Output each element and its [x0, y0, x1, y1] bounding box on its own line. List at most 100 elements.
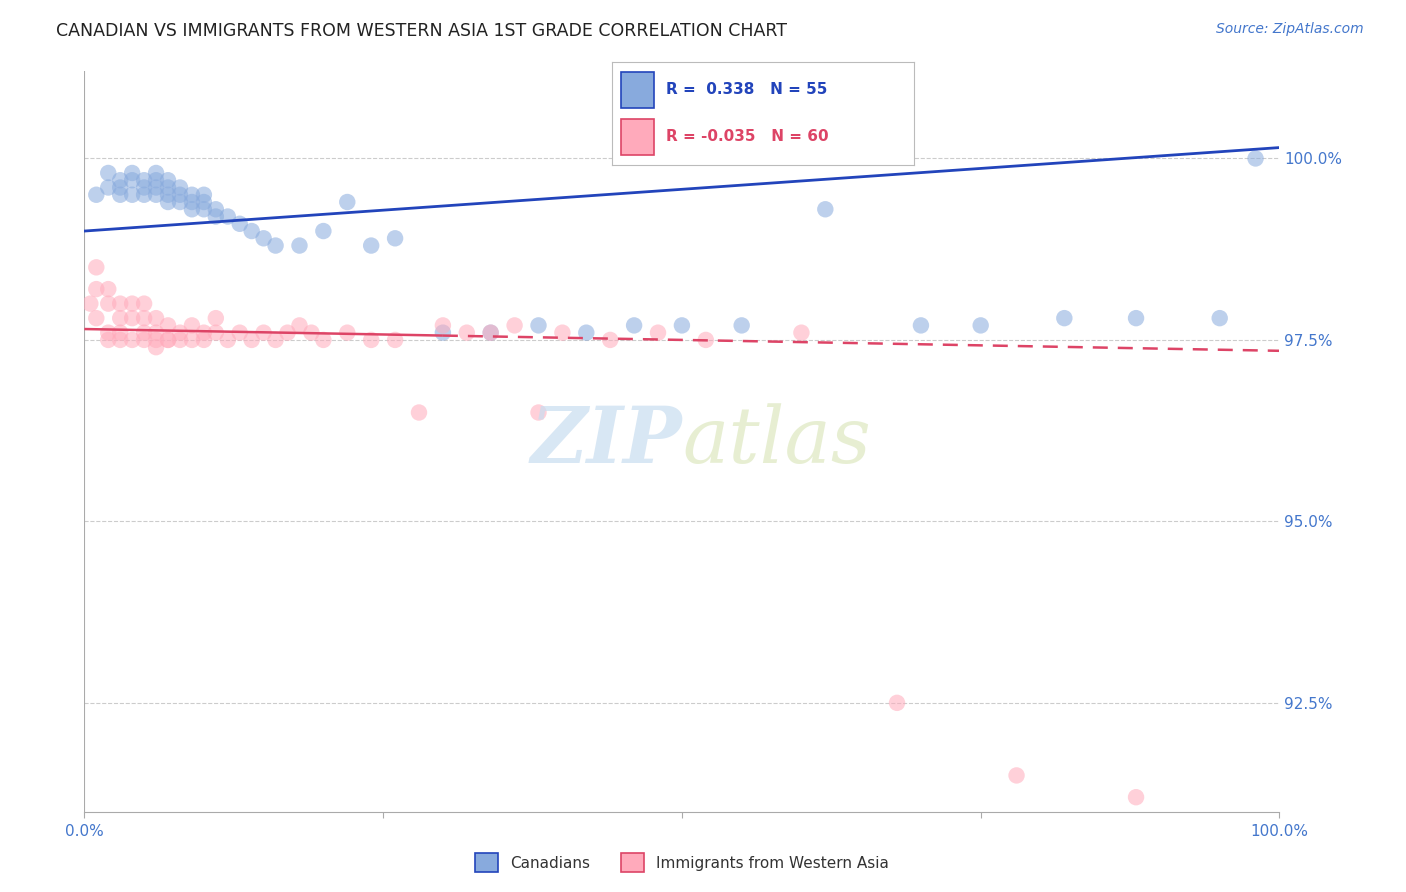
Point [503, 318, 526, 333]
Point [157, 333, 180, 347]
Point [360, 238, 382, 252]
Point [575, 326, 598, 340]
Point [205, 311, 228, 326]
Point [181, 187, 204, 202]
Point [121, 166, 143, 180]
Point [886, 696, 908, 710]
Point [145, 340, 167, 354]
Point [336, 194, 359, 209]
Text: R =  0.338   N = 55: R = 0.338 N = 55 [666, 81, 827, 96]
Point [456, 326, 478, 340]
Point [277, 326, 299, 340]
Point [205, 326, 228, 340]
Text: R = -0.035   N = 60: R = -0.035 N = 60 [666, 128, 828, 144]
Point [132, 296, 156, 310]
Point [132, 311, 156, 326]
Point [110, 173, 132, 187]
Point [217, 333, 239, 347]
Point [97, 166, 120, 180]
Point [229, 217, 252, 231]
Point [181, 318, 204, 333]
Point [432, 318, 454, 333]
Point [86, 187, 108, 202]
Point [479, 326, 502, 340]
Point [157, 318, 180, 333]
Point [169, 180, 191, 194]
Point [110, 311, 132, 326]
Point [527, 318, 550, 333]
Point [157, 333, 180, 347]
Point [121, 173, 143, 187]
Point [479, 326, 502, 340]
Point [288, 238, 311, 252]
Point [110, 333, 132, 347]
Point [121, 333, 143, 347]
Point [181, 202, 204, 217]
Point [97, 333, 120, 347]
Point [264, 333, 287, 347]
Point [731, 318, 754, 333]
Point [169, 194, 191, 209]
Point [623, 318, 645, 333]
Text: Source: ZipAtlas.com: Source: ZipAtlas.com [1216, 22, 1364, 37]
Point [181, 194, 204, 209]
Point [79, 296, 101, 310]
Point [157, 187, 180, 202]
Point [145, 180, 167, 194]
Point [1125, 790, 1147, 805]
Point [157, 194, 180, 209]
Point [132, 173, 156, 187]
Point [145, 166, 167, 180]
Point [253, 326, 276, 340]
Point [193, 187, 215, 202]
Point [205, 202, 228, 217]
Point [145, 173, 167, 187]
Point [551, 326, 574, 340]
Point [527, 405, 550, 419]
Point [205, 210, 228, 224]
Point [910, 318, 932, 333]
Point [145, 326, 167, 340]
Point [193, 326, 215, 340]
Point [1209, 311, 1232, 326]
Point [97, 282, 120, 296]
Text: atlas: atlas [682, 403, 870, 480]
Point [145, 333, 167, 347]
Point [169, 326, 191, 340]
Point [432, 326, 454, 340]
Point [647, 326, 669, 340]
Point [121, 296, 143, 310]
Point [217, 210, 239, 224]
Point [169, 187, 191, 202]
Point [301, 326, 323, 340]
Point [671, 318, 693, 333]
Point [384, 231, 406, 245]
Point [695, 333, 717, 347]
Point [336, 326, 359, 340]
Point [790, 326, 813, 340]
Point [312, 224, 335, 238]
Point [1244, 152, 1267, 166]
Point [288, 318, 311, 333]
Point [384, 333, 406, 347]
Point [110, 187, 132, 202]
Point [121, 311, 143, 326]
Point [408, 405, 430, 419]
Point [121, 187, 143, 202]
Point [132, 187, 156, 202]
Point [253, 231, 276, 245]
Point [157, 173, 180, 187]
Point [181, 333, 204, 347]
Point [97, 180, 120, 194]
Point [132, 333, 156, 347]
Point [132, 180, 156, 194]
Point [145, 311, 167, 326]
Point [1053, 311, 1076, 326]
Point [229, 326, 252, 340]
Point [86, 282, 108, 296]
Point [193, 194, 215, 209]
Point [110, 180, 132, 194]
Text: CANADIAN VS IMMIGRANTS FROM WESTERN ASIA 1ST GRADE CORRELATION CHART: CANADIAN VS IMMIGRANTS FROM WESTERN ASIA… [56, 22, 787, 40]
Point [110, 326, 132, 340]
Bar [620, 71, 654, 108]
